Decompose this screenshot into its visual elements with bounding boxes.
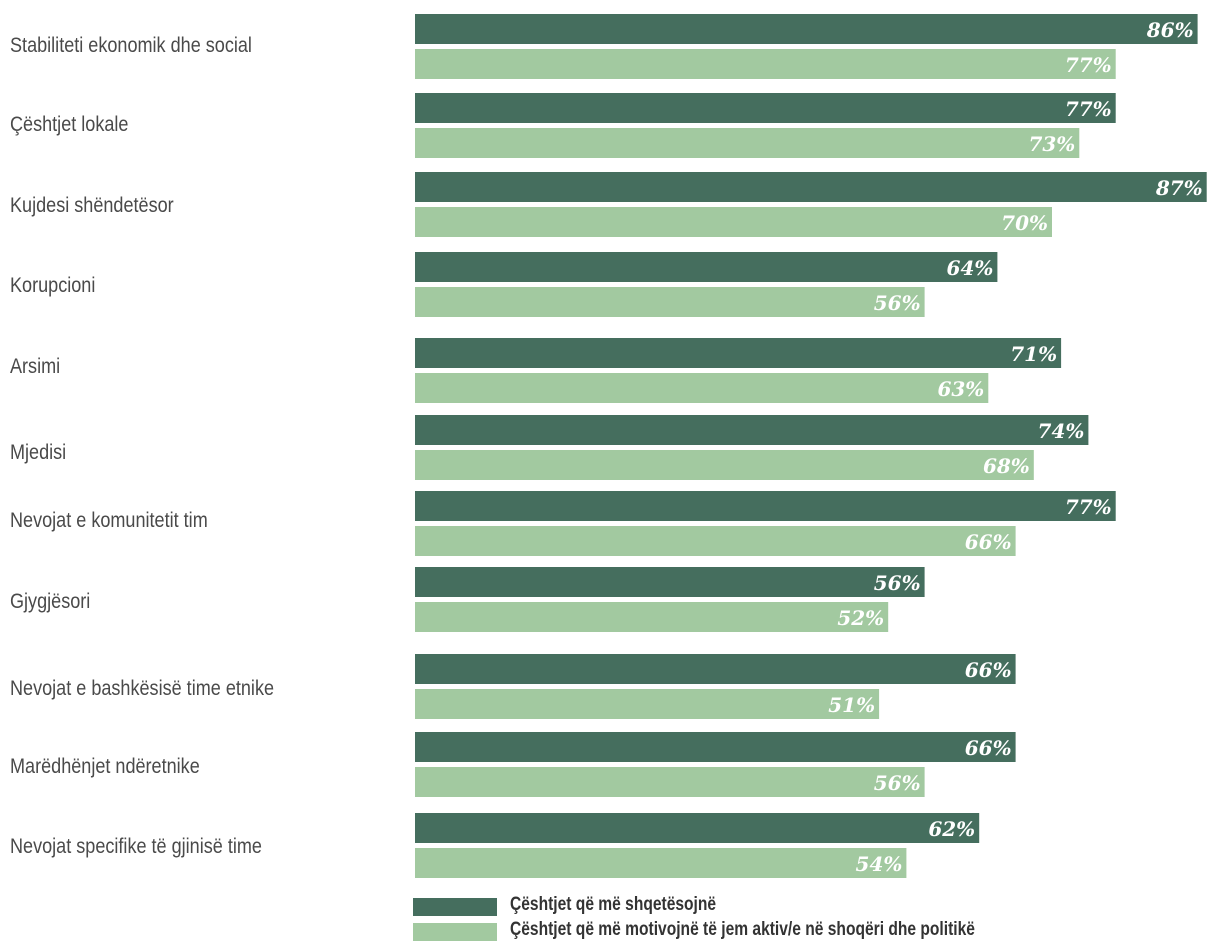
value-label-series1-nevojat-e-bashkesise-time-etnike: 66% bbox=[965, 658, 1012, 682]
category-label-nevojat-e-komunitetit-tim: Nevojat e komunitetit tim bbox=[10, 509, 208, 532]
value-label-series1-korupcioni: 64% bbox=[947, 256, 994, 280]
bar-series1-kujdesi-shendetesor bbox=[415, 172, 1207, 202]
value-label-series2-nevojat-e-bashkesise-time-etnike: 51% bbox=[828, 693, 875, 717]
value-label-series2-korupcioni: 56% bbox=[874, 291, 921, 315]
value-label-series1-kujdesi-shendetesor: 87% bbox=[1155, 176, 1203, 200]
bar-series1-gjygjesori bbox=[415, 567, 925, 597]
value-label-series1-stabiliteti-ekonomik-dhe-social: 86% bbox=[1146, 18, 1194, 42]
legend-label-series-1: Çështjet që më shqetësojnë bbox=[510, 894, 717, 915]
value-label-series1-nevojat-e-komunitetit-tim: 77% bbox=[1065, 495, 1112, 519]
bar-series2-korupcioni bbox=[415, 287, 925, 317]
bar-series1-nevojat-e-bashkesise-time-etnike bbox=[415, 654, 1016, 684]
category-label-mjedisi: Mjedisi bbox=[10, 441, 67, 464]
bar-series1-maredhenjet-nderetnike bbox=[415, 732, 1016, 762]
value-label-series2-nevojat-specifike-te-gjinise-time: 54% bbox=[856, 852, 903, 876]
category-label-maredhenjet-nderetnike: Marëdhënjet ndëretnike bbox=[10, 755, 200, 778]
value-label-series2-stabiliteti-ekonomik-dhe-social: 77% bbox=[1065, 53, 1112, 77]
bar-series2-maredhenjet-nderetnike bbox=[415, 767, 925, 797]
category-label-nevojat-e-bashkesise-time-etnike: Nevojat e bashkësisë time etnike bbox=[10, 677, 275, 700]
bar-series2-arsimi bbox=[415, 373, 989, 403]
bar-series2-gjygjesori bbox=[415, 602, 889, 632]
bar-series2-ceshtjet-lokale bbox=[415, 128, 1080, 158]
value-label-series1-mjedisi: 74% bbox=[1038, 419, 1085, 443]
bar-series1-stabiliteti-ekonomik-dhe-social bbox=[415, 14, 1198, 44]
value-label-series2-arsimi: 63% bbox=[937, 377, 984, 401]
bar-series2-nevojat-specifike-te-gjinise-time bbox=[415, 848, 907, 878]
category-label-stabiliteti-ekonomik-dhe-social: Stabiliteti ekonomik dhe social bbox=[10, 34, 252, 57]
value-label-series1-ceshtjet-lokale: 77% bbox=[1065, 97, 1112, 121]
value-label-series2-gjygjesori: 52% bbox=[837, 606, 884, 630]
value-label-series2-maredhenjet-nderetnike: 56% bbox=[874, 771, 921, 795]
category-label-ceshtjet-lokale: Çështjet lokale bbox=[10, 113, 129, 136]
legend-swatch-series-2 bbox=[413, 923, 497, 941]
bar-series1-nevojat-specifike-te-gjinise-time bbox=[415, 813, 980, 843]
value-label-series2-nevojat-e-komunitetit-tim: 66% bbox=[965, 530, 1012, 554]
bar-series1-ceshtjet-lokale bbox=[415, 93, 1116, 123]
value-label-series2-kujdesi-shendetesor: 70% bbox=[1001, 211, 1048, 235]
legend-swatch-series-1 bbox=[413, 898, 497, 916]
bar-series2-stabiliteti-ekonomik-dhe-social bbox=[415, 49, 1116, 79]
bar-series2-nevojat-e-bashkesise-time-etnike bbox=[415, 689, 880, 719]
category-label-gjygjesori: Gjygjësori bbox=[10, 590, 91, 613]
bar-series2-kujdesi-shendetesor bbox=[415, 207, 1052, 237]
value-label-series1-gjygjesori: 56% bbox=[874, 571, 921, 595]
bar-series1-nevojat-e-komunitetit-tim bbox=[415, 491, 1116, 521]
value-label-series1-nevojat-specifike-te-gjinise-time: 62% bbox=[928, 817, 975, 841]
legend-label-series-2: Çështjet që më motivojnë të jem aktiv/e … bbox=[510, 919, 975, 940]
category-label-arsimi: Arsimi bbox=[10, 355, 61, 378]
value-label-series1-arsimi: 71% bbox=[1010, 342, 1057, 366]
bar-series2-nevojat-e-komunitetit-tim bbox=[415, 526, 1016, 556]
bar-series1-mjedisi bbox=[415, 415, 1089, 445]
bar-series1-korupcioni bbox=[415, 252, 998, 282]
bar-series1-arsimi bbox=[415, 338, 1062, 368]
category-label-kujdesi-shendetesor: Kujdesi shëndetësor bbox=[10, 194, 174, 217]
value-label-series2-mjedisi: 68% bbox=[983, 454, 1030, 478]
category-label-nevojat-specifike-te-gjinise-time: Nevojat specifike të gjinisë time bbox=[10, 835, 262, 858]
value-label-series1-maredhenjet-nderetnike: 66% bbox=[965, 736, 1012, 760]
bar-series2-mjedisi bbox=[415, 450, 1034, 480]
value-label-series2-ceshtjet-lokale: 73% bbox=[1028, 132, 1075, 156]
category-label-korupcioni: Korupcioni bbox=[10, 274, 96, 297]
